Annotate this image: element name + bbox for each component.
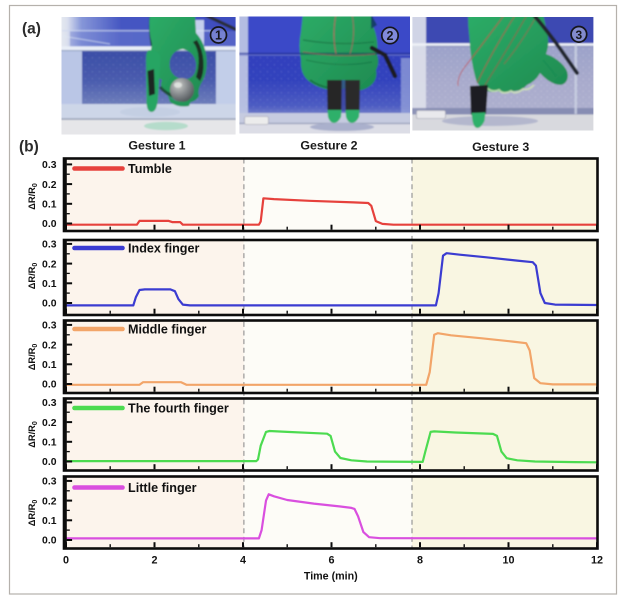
svg-text:ΔR/R0: ΔR/R0 xyxy=(27,421,39,448)
svg-text:The fourth finger: The fourth finger xyxy=(128,402,229,416)
svg-text:Tumble: Tumble xyxy=(128,162,172,176)
svg-text:ΔR/R0: ΔR/R0 xyxy=(27,183,39,210)
svg-text:0.1: 0.1 xyxy=(42,438,57,449)
svg-text:ΔR/R0: ΔR/R0 xyxy=(27,500,39,527)
svg-text:2: 2 xyxy=(387,29,394,43)
svg-text:4: 4 xyxy=(240,555,246,567)
svg-text:0.3: 0.3 xyxy=(42,321,57,332)
svg-text:12: 12 xyxy=(591,555,603,567)
svg-text:Gesture 3: Gesture 3 xyxy=(472,140,529,154)
svg-text:10: 10 xyxy=(502,555,514,567)
svg-text:0.2: 0.2 xyxy=(42,418,57,429)
svg-text:1: 1 xyxy=(215,29,222,43)
svg-text:0.1: 0.1 xyxy=(42,200,57,211)
svg-text:(b): (b) xyxy=(19,139,39,156)
svg-text:0.0: 0.0 xyxy=(42,457,57,468)
svg-text:Gesture 1: Gesture 1 xyxy=(128,139,185,153)
svg-text:(a): (a) xyxy=(22,21,41,38)
svg-text:Little finger: Little finger xyxy=(128,481,197,495)
svg-text:0.2: 0.2 xyxy=(42,340,57,351)
svg-text:6: 6 xyxy=(328,555,334,567)
svg-text:0.2: 0.2 xyxy=(42,496,57,507)
svg-text:0.1: 0.1 xyxy=(42,516,57,527)
svg-text:Time (min): Time (min) xyxy=(304,571,358,583)
svg-text:Index finger: Index finger xyxy=(128,242,199,256)
svg-text:0.1: 0.1 xyxy=(42,360,57,371)
svg-text:0.0: 0.0 xyxy=(42,380,57,391)
svg-text:2: 2 xyxy=(151,555,157,567)
svg-text:ΔR/R0: ΔR/R0 xyxy=(27,344,39,371)
svg-text:0.3: 0.3 xyxy=(42,160,57,171)
svg-text:3: 3 xyxy=(576,28,583,42)
svg-text:0.1: 0.1 xyxy=(42,279,57,290)
svg-text:ΔR/R0: ΔR/R0 xyxy=(27,263,39,290)
svg-text:Gesture 2: Gesture 2 xyxy=(300,139,357,153)
svg-text:0.3: 0.3 xyxy=(42,240,57,251)
svg-text:0.3: 0.3 xyxy=(42,398,57,409)
svg-text:0.0: 0.0 xyxy=(42,536,57,547)
svg-text:8: 8 xyxy=(417,555,423,567)
svg-text:0: 0 xyxy=(63,555,69,567)
svg-text:0.0: 0.0 xyxy=(42,299,57,310)
svg-text:0.3: 0.3 xyxy=(42,477,57,488)
svg-text:0.2: 0.2 xyxy=(42,180,57,191)
svg-text:0.2: 0.2 xyxy=(42,259,57,270)
svg-text:Middle finger: Middle finger xyxy=(128,323,206,337)
svg-text:0.0: 0.0 xyxy=(42,219,57,230)
